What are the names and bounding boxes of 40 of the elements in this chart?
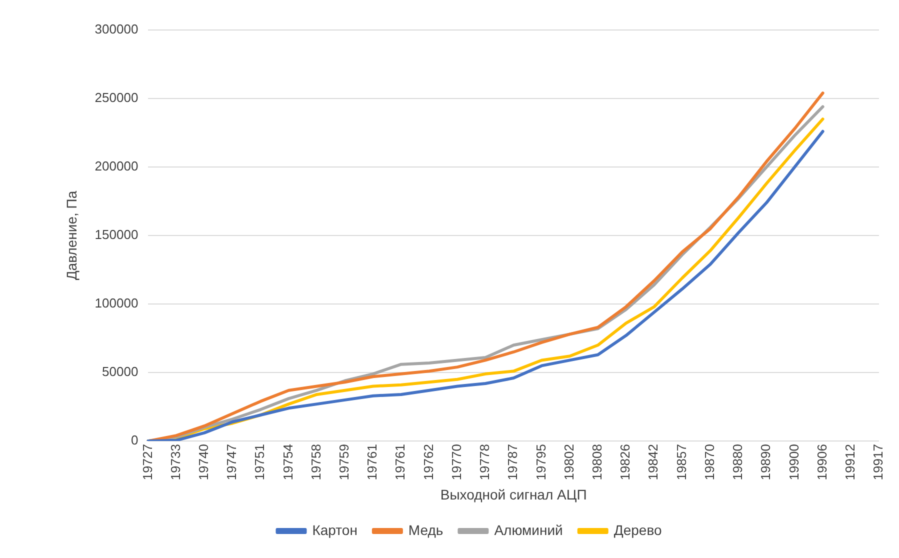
x-tick-label: 19795 [533,444,548,480]
x-tick-label: 19754 [280,444,296,480]
y-tick-label: 150000 [94,227,138,242]
y-tick-label: 250000 [94,90,138,106]
legend-label: Медь [408,522,444,538]
x-tick-label: 19880 [730,444,746,480]
x-tick-label: 19857 [674,444,689,480]
legend-label: Алюминий [494,522,563,538]
x-tick-label: 19740 [196,444,211,480]
legend-label: Картон [312,522,358,538]
x-tick-label: 19751 [252,444,268,480]
x-tick-label: 19890 [758,444,774,480]
x-tick-label: 19758 [308,444,324,480]
x-tick-label: 19761 [364,444,380,480]
x-tick-label: 19802 [561,444,576,480]
legend-label: Дерево [614,522,662,538]
x-tick-label: 19727 [140,444,155,480]
x-tick-label: 19762 [420,444,436,480]
x-tick-label: 19787 [505,444,520,480]
y-tick-label: 50000 [102,364,138,380]
x-tick-label: 19761 [392,444,408,480]
x-tick-label: 19778 [477,444,492,480]
x-tick-label: 19759 [336,444,352,480]
x-axis-title: Выходной сигнал АЦП [440,486,587,502]
x-tick-label: 19912 [842,444,858,480]
x-tick-label: 19917 [870,444,886,480]
x-tick-label: 19842 [646,444,661,480]
y-tick-label: 100000 [94,296,138,311]
x-tick-label: 19808 [589,444,604,480]
x-tick-label: 19770 [448,444,464,480]
x-tick-label: 19906 [814,444,830,480]
x-tick-label: 19747 [224,444,240,480]
y-tick-label: 300000 [94,22,138,37]
x-tick-label: 19900 [786,444,802,480]
x-tick-label: 19733 [168,444,183,480]
x-tick-label: 19870 [702,444,717,480]
y-tick-label: 200000 [94,158,138,174]
y-axis-title: Давление, Па [63,190,80,280]
y-tick-label: 0 [130,432,138,448]
x-tick-label: 19826 [618,444,633,480]
